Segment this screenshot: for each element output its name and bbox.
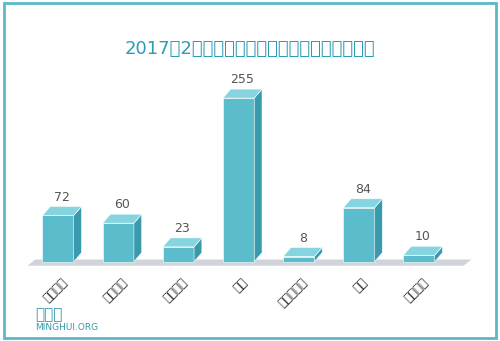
Text: MINGHUI.ORG: MINGHUI.ORG [35,324,98,332]
Text: 10: 10 [415,230,431,243]
Polygon shape [283,248,322,256]
Text: 关入洗脑班: 关入洗脑班 [276,276,310,310]
Text: 骚扰: 骚扰 [352,276,370,295]
Polygon shape [374,199,382,262]
Text: 8: 8 [298,232,306,244]
Text: 含冤离世: 含冤离世 [402,276,430,305]
Polygon shape [254,89,262,262]
Polygon shape [343,199,382,208]
Polygon shape [163,247,194,262]
Polygon shape [102,214,142,223]
Polygon shape [194,238,202,262]
Text: 23: 23 [174,222,190,235]
Polygon shape [223,98,254,262]
Text: 60: 60 [114,198,130,211]
Polygon shape [74,206,82,262]
Text: 84: 84 [355,183,370,196]
Text: 绑架: 绑架 [231,276,250,295]
Text: 255: 255 [230,73,254,86]
Polygon shape [163,238,202,247]
Polygon shape [314,248,322,262]
Polygon shape [42,216,74,262]
Polygon shape [283,256,314,262]
Text: 非法批捕: 非法批捕 [161,276,190,305]
Polygon shape [404,246,442,255]
Polygon shape [28,260,471,266]
Polygon shape [42,206,82,216]
Text: 非法判刑: 非法判刑 [40,276,70,305]
Text: 2017年2月大陆法轮功学员遭各类迫害人数统计: 2017年2月大陆法轮功学员遭各类迫害人数统计 [124,40,376,58]
Polygon shape [223,89,262,98]
Polygon shape [102,223,134,262]
Polygon shape [134,214,141,262]
Text: 明慧網: 明慧網 [35,307,62,322]
Text: 非法庭审: 非法庭审 [101,276,130,305]
Polygon shape [343,208,374,262]
Polygon shape [434,246,442,262]
Polygon shape [404,255,434,262]
Text: 72: 72 [54,191,70,204]
